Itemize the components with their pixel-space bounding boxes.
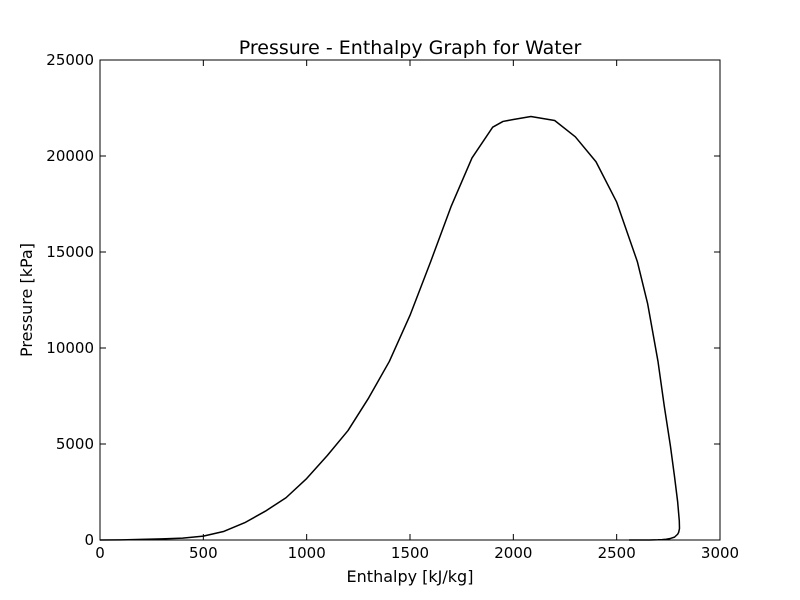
y-tick-label: 25000	[46, 51, 94, 69]
y-tick-label: 15000	[46, 243, 94, 261]
x-tick-label: 500	[189, 544, 218, 562]
y-tick-label: 5000	[56, 435, 94, 453]
y-tick-label: 0	[84, 531, 94, 549]
saturation-curve-line-0	[99, 115, 681, 541]
y-axis-label: Pressure [kPa]	[17, 243, 36, 357]
x-tick-label: 2500	[598, 544, 636, 562]
plot-area: 0 500 1000 1500 2000 2500 3000 0 5000 10000 15000 2…	[46, 51, 739, 562]
y-tick-label: 10000	[46, 339, 94, 357]
x-tick-label: 1500	[391, 544, 429, 562]
chart-title: Pressure - Enthalpy Graph for Water	[239, 37, 582, 59]
plot-frame	[99, 59, 721, 541]
x-tick-label: 1000	[288, 544, 326, 562]
x-tick-label: 0	[95, 544, 105, 562]
x-tick-label: 2000	[494, 544, 532, 562]
x-axis-label: Enthalpy [kJ/kg]	[347, 567, 474, 586]
y-tick-label: 20000	[46, 147, 94, 165]
x-tick-label: 3000	[701, 544, 739, 562]
